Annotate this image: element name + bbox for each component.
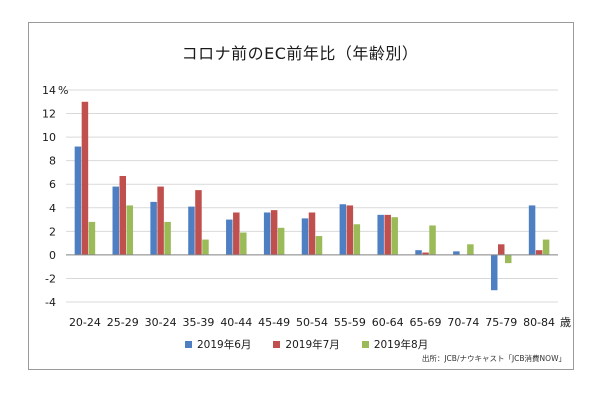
x-tick-label: 50-54 <box>296 316 328 329</box>
bar <box>126 205 134 255</box>
y-tick-labels: 14 12 10 8 6 4 2 0 -2 -4 <box>42 84 56 309</box>
bar <box>240 232 247 255</box>
y-tick-label: 2 <box>49 225 56 238</box>
x-tick-label: 75-79 <box>485 316 517 329</box>
x-tick-label: 60-64 <box>372 316 404 329</box>
bar <box>353 224 361 255</box>
bar <box>164 221 171 255</box>
bar <box>339 204 347 255</box>
bar <box>467 244 474 255</box>
y-tick-label: -2 <box>45 272 56 285</box>
x-tick-label: 55-59 <box>334 316 366 329</box>
y-tick-label: 10 <box>42 131 56 144</box>
y-tick-label: 4 <box>49 202 56 215</box>
bar <box>157 186 164 255</box>
bar <box>202 239 209 255</box>
bar <box>150 201 157 255</box>
bar <box>263 212 271 255</box>
x-tick-label: 25-29 <box>107 316 139 329</box>
legend-item-2019-06: 2019年6月 <box>185 337 251 352</box>
bar <box>301 218 309 255</box>
bar <box>112 186 120 255</box>
bar <box>542 239 550 255</box>
bar <box>497 244 505 255</box>
legend-swatch-2019-06 <box>185 341 192 348</box>
bar <box>528 205 536 255</box>
bar <box>415 250 422 255</box>
legend-label-2019-08: 2019年8月 <box>373 339 429 351</box>
bar <box>233 212 240 255</box>
legend-swatch-2019-08 <box>361 341 369 348</box>
legend-label-2019-07: 2019年7月 <box>285 339 340 351</box>
bar <box>377 214 384 255</box>
y-tick-label: 6 <box>49 178 56 191</box>
y-tick-label: 12 <box>42 108 56 121</box>
legend-item-2019-07: 2019年7月 <box>273 337 340 352</box>
legend-item-2019-08: 2019年8月 <box>361 337 429 352</box>
bar <box>384 214 391 255</box>
bar <box>88 221 96 255</box>
bar <box>504 254 512 264</box>
x-tick-label: 65-69 <box>410 316 442 329</box>
x-tick-label: 35-39 <box>182 316 214 329</box>
bar <box>535 250 543 255</box>
bars <box>74 101 550 291</box>
x-tick-labels: 20-24 25-29 30-24 35-39 40-44 45-49 50-54 55-59… <box>69 316 555 329</box>
x-tick-label: 30-24 <box>145 316 177 329</box>
bar <box>308 212 316 255</box>
x-unit-label: 歳 <box>560 316 571 329</box>
y-tick-label: 14 <box>42 84 56 97</box>
y-tick-label: 0 <box>49 249 56 262</box>
bar <box>119 175 127 255</box>
bar <box>391 217 398 255</box>
y-tick-label: 8 <box>49 155 56 168</box>
y-unit-label: % <box>58 84 68 97</box>
legend-label-2019-06: 2019年6月 <box>197 339 252 351</box>
bar <box>453 251 460 255</box>
bar <box>277 227 285 255</box>
gridlines <box>66 89 558 303</box>
x-tick-label: 45-49 <box>258 316 290 329</box>
bar <box>490 254 498 291</box>
bar <box>195 190 202 255</box>
x-tick-label: 20-24 <box>69 316 101 329</box>
legend: 2019年6月 2019年7月 2019年8月 <box>185 337 428 352</box>
bar <box>429 225 436 255</box>
x-tick-label: 80-84 <box>523 316 555 329</box>
bar <box>81 101 89 255</box>
bar <box>74 146 82 255</box>
legend-swatch-2019-07 <box>273 341 281 348</box>
chart-title: コロナ前のEC前年比（年齢別） <box>181 44 419 63</box>
x-tick-label: 70-74 <box>447 316 479 329</box>
bar <box>188 206 195 255</box>
x-tick-label: 40-44 <box>220 316 252 329</box>
source-note: 出所：JCB/ナウキャスト「JCB消費NOW」 <box>421 354 566 363</box>
bar <box>226 219 233 255</box>
bar <box>315 236 323 255</box>
bar <box>422 252 429 255</box>
bar <box>346 205 354 255</box>
y-tick-label: -4 <box>45 296 56 309</box>
bar <box>270 210 278 255</box>
